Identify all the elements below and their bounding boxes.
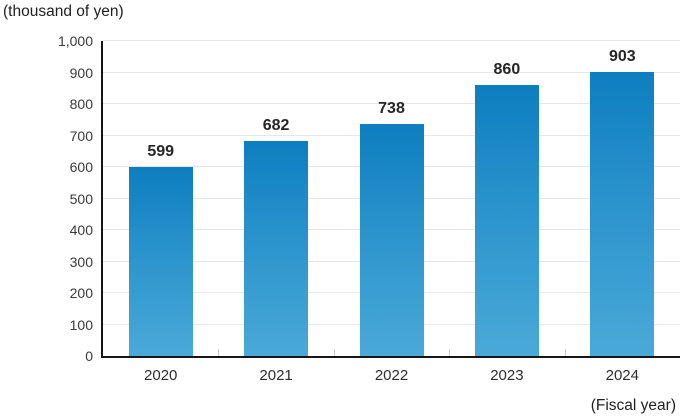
x-axis-line [101,356,680,358]
y-tick-label: 700 [69,127,93,144]
x-tick-label: 2020 [144,367,178,384]
bar-2024 [590,71,655,356]
x-axis-tick [449,349,451,356]
bar-2021 [244,141,309,356]
x-axis-unit-label: (Fiscal year) [590,397,676,414]
x-tick-label: 2024 [605,367,639,384]
x-axis-tick [564,349,566,356]
gridline [103,103,680,104]
x-tick-label: 2023 [490,367,524,384]
y-tick-label: 500 [69,190,93,207]
bar-2020 [128,167,193,356]
y-axis-line [101,41,103,356]
x-axis-tick [333,349,335,356]
y-tick-label: 300 [69,253,93,270]
gridline [103,71,680,73]
bar-2023 [474,85,539,356]
x-tick-label: 2021 [259,367,293,384]
y-tick-label: 400 [69,222,93,238]
x-tick-label: 2022 [374,367,409,384]
y-tick-label: 200 [69,285,93,301]
bar-2022 [359,123,424,356]
bar-value-label: 738 [378,99,405,117]
y-tick-label: 1,000 [57,33,93,49]
y-axis-unit-label: (thousand of yen) [3,3,124,20]
plot-area: 0 100 200 300 400 500 600 700 800 900 1,000 599 202… [58,34,680,383]
y-tick-label: 100 [69,316,93,333]
bar-value-label: 903 [608,47,636,65]
x-axis-tick [218,349,220,356]
gridline [103,40,680,41]
y-tick-label: 900 [69,64,93,81]
y-tick-label: 0 [85,348,93,364]
bar-value-label: 860 [493,61,521,79]
bar-value-label: 682 [262,117,290,135]
y-tick-label: 600 [69,159,93,175]
bar-value-label: 599 [147,143,175,161]
y-tick-label: 800 [69,96,93,112]
